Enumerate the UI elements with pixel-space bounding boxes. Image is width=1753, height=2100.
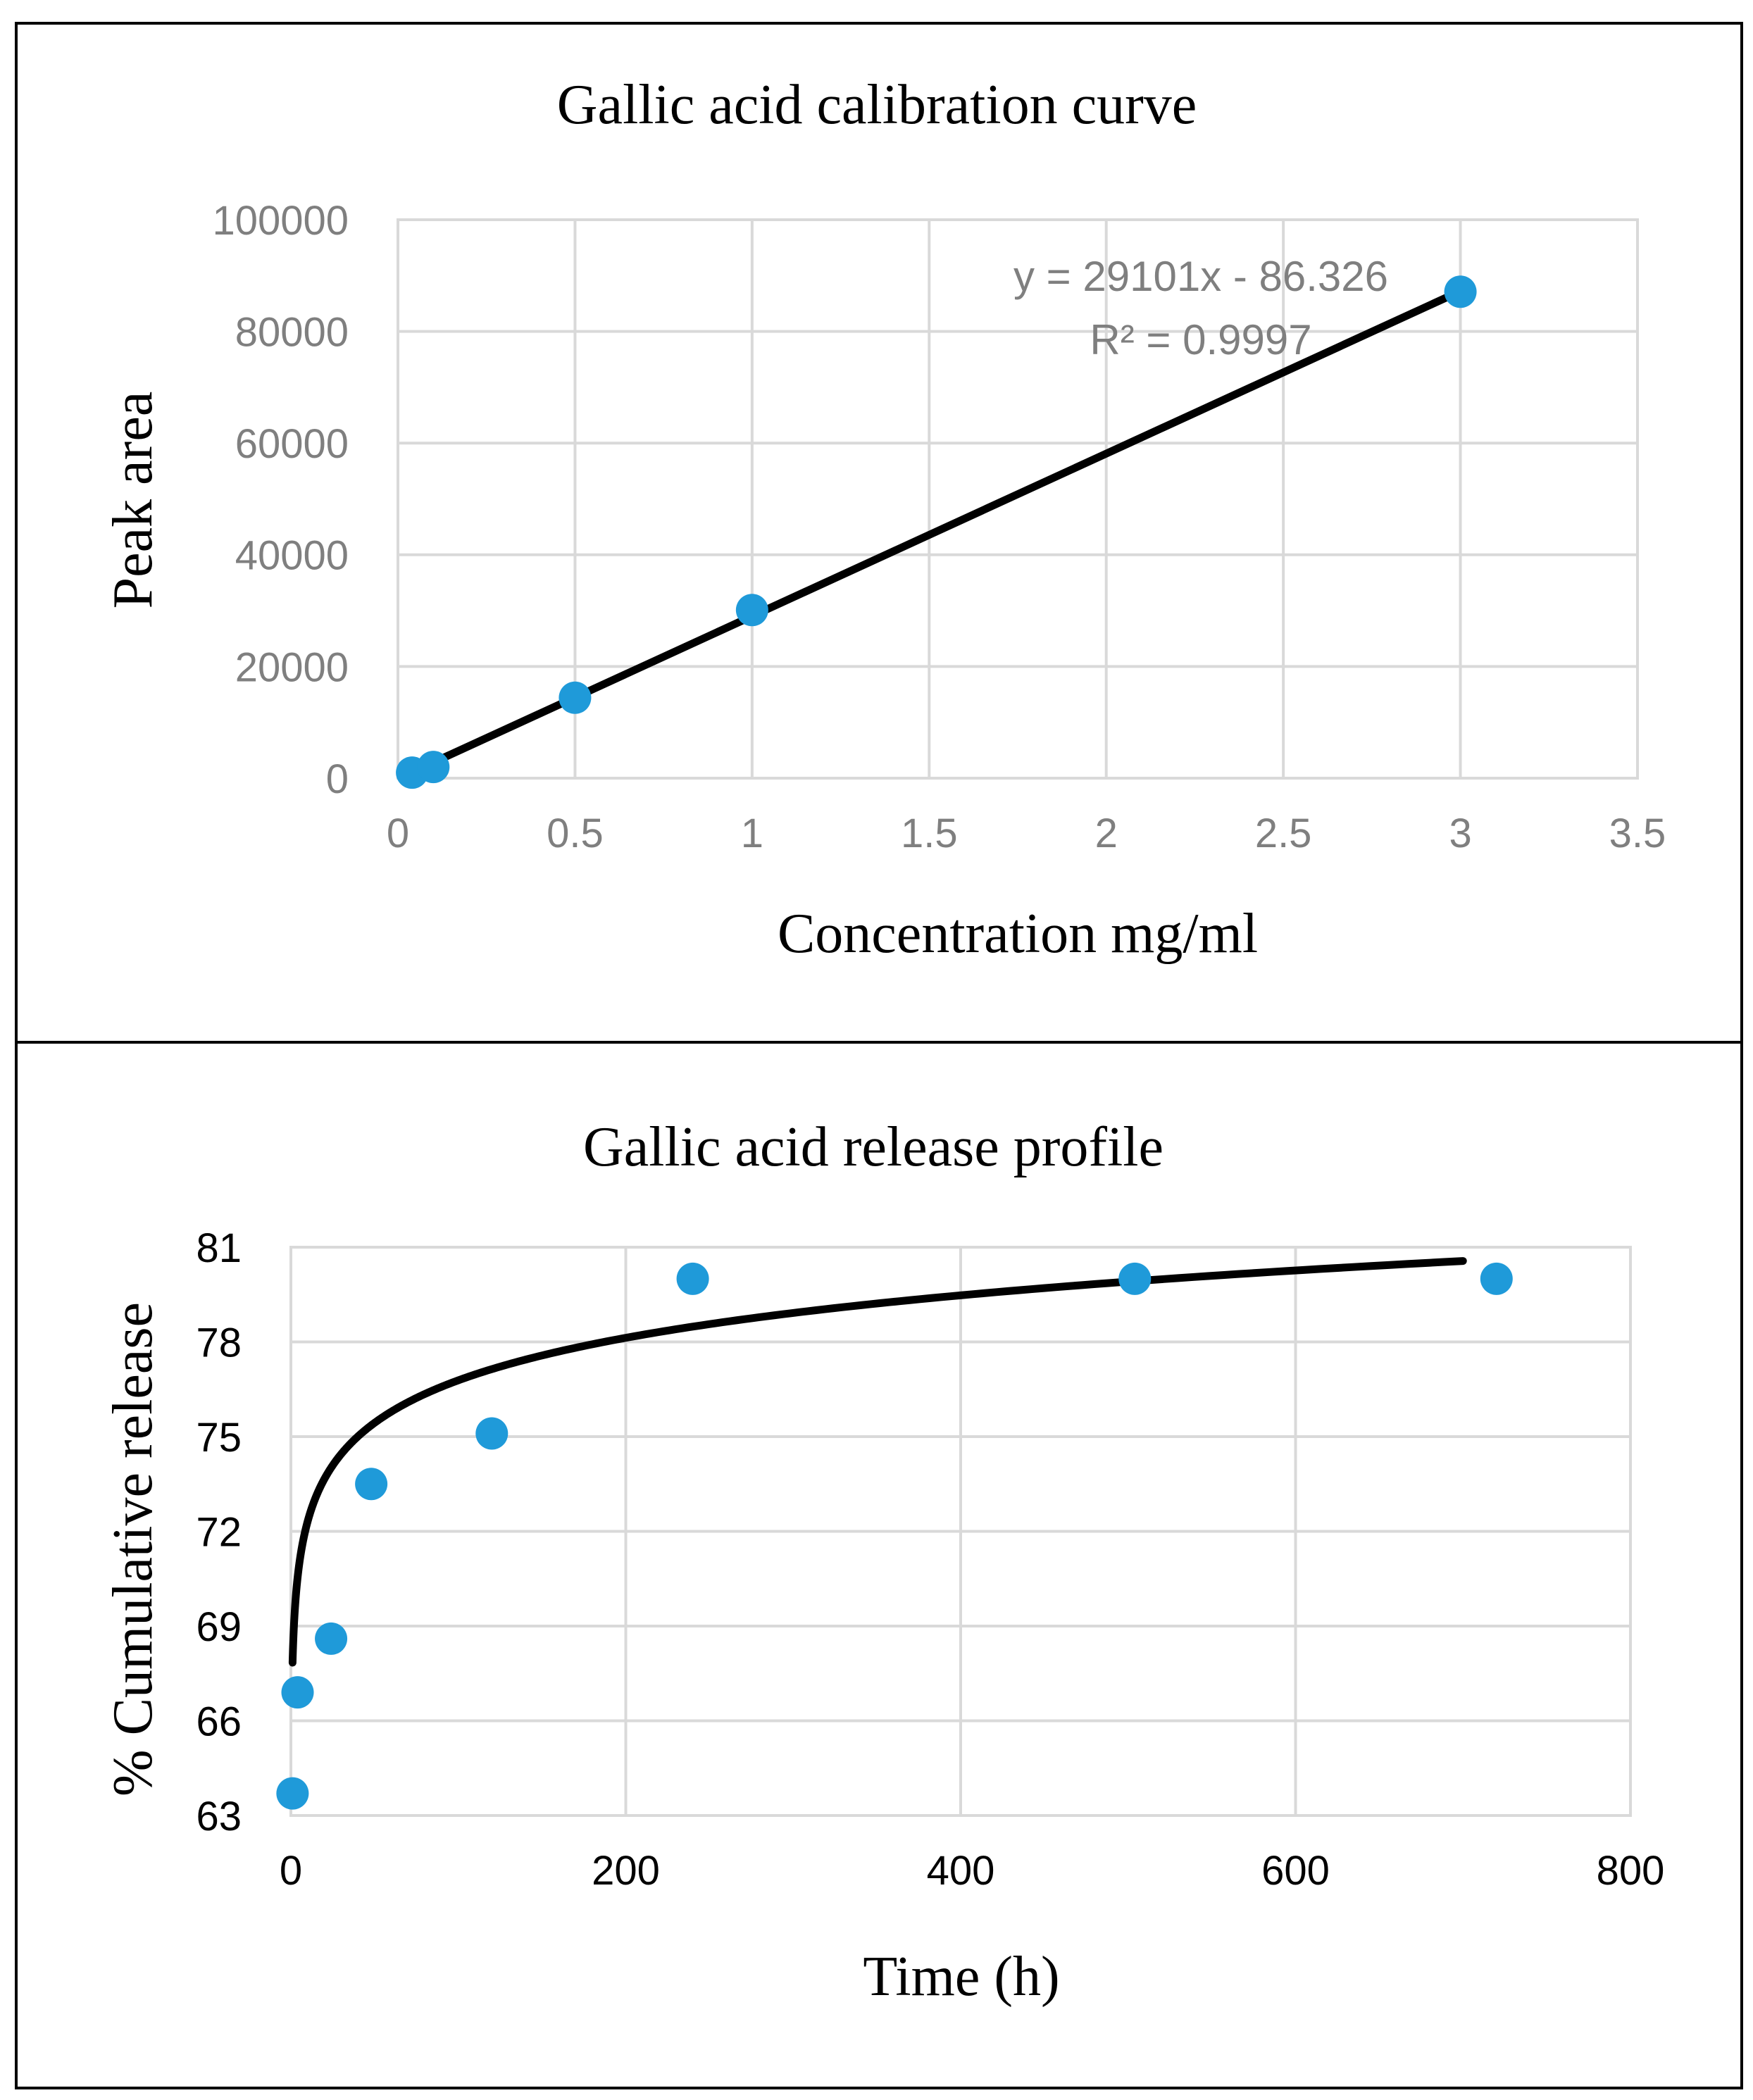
release-y-tick-label: 69 bbox=[196, 1604, 242, 1650]
release-data-points bbox=[276, 1262, 1513, 1810]
calibration-x-tick-label: 3 bbox=[1449, 811, 1471, 856]
release-data-point bbox=[1118, 1262, 1152, 1295]
calibration-data-points bbox=[396, 275, 1477, 789]
release-y-tick-label: 63 bbox=[196, 1794, 242, 1839]
release-y-tick-label: 72 bbox=[196, 1509, 242, 1555]
calibration-x-tick-label: 2.5 bbox=[1255, 811, 1312, 856]
calibration-x-tick-labels: 0 0.5 1 1.5 2 2.5 3 3.5 bbox=[387, 811, 1666, 856]
calibration-y-tick-label: 40000 bbox=[235, 533, 349, 579]
calibration-data-point bbox=[1444, 275, 1477, 308]
release-data-point bbox=[1480, 1262, 1513, 1295]
release-x-tick-label: 400 bbox=[927, 1848, 995, 1894]
release-x-tick-label: 200 bbox=[592, 1848, 660, 1894]
release-y-tick-label: 78 bbox=[196, 1320, 242, 1365]
calibration-y-tick-label: 0 bbox=[326, 756, 349, 802]
release-x-tick-labels: 0 200 400 600 800 bbox=[280, 1848, 1665, 1894]
release-x-tick-label: 600 bbox=[1261, 1848, 1330, 1894]
release-y-tick-label: 75 bbox=[196, 1415, 242, 1461]
release-y-tick-labels: 63 66 69 72 75 78 81 bbox=[196, 1225, 242, 1839]
calibration-r-squared-label: R² = 0.9997 bbox=[1090, 316, 1311, 363]
calibration-x-tick-label: 1 bbox=[741, 811, 763, 856]
calibration-y-tick-labels: 0 20000 40000 60000 80000 100000 bbox=[212, 198, 349, 802]
calibration-x-tick-label: 1.5 bbox=[901, 811, 958, 856]
release-y-tick-label: 81 bbox=[196, 1225, 242, 1271]
release-data-point bbox=[475, 1417, 509, 1450]
calibration-y-tick-label: 80000 bbox=[235, 309, 349, 355]
release-data-point bbox=[676, 1262, 709, 1295]
calibration-chart-title: Gallic acid calibration curve bbox=[557, 74, 1197, 136]
calibration-gridlines bbox=[397, 218, 1639, 780]
release-gridlines bbox=[289, 1246, 1632, 1817]
release-data-point bbox=[315, 1622, 348, 1655]
calibration-x-tick-label: 0.5 bbox=[547, 811, 604, 856]
release-data-point bbox=[355, 1468, 388, 1501]
calibration-y-tick-label: 60000 bbox=[235, 421, 349, 467]
calibration-data-point bbox=[559, 681, 592, 714]
calibration-x-tick-label: 0 bbox=[387, 811, 409, 856]
release-x-tick-label: 800 bbox=[1597, 1848, 1665, 1894]
release-chart-panel: Gallic acid release profile 63 66 69 72 75 78… bbox=[15, 1041, 1743, 2089]
calibration-x-tick-label: 2 bbox=[1095, 811, 1118, 856]
calibration-chart-panel: Gallic acid calibration curve 0 20000 4000… bbox=[15, 22, 1743, 1044]
release-y-tick-label: 66 bbox=[196, 1699, 242, 1744]
release-trendline bbox=[288, 1257, 1467, 1667]
calibration-y-tick-label: 20000 bbox=[235, 644, 349, 690]
calibration-x-axis-label: Concentration mg/ml bbox=[778, 903, 1258, 965]
release-x-axis-label: Time (h) bbox=[863, 1946, 1059, 2008]
calibration-y-tick-label: 100000 bbox=[212, 198, 349, 244]
release-panel-border bbox=[15, 1041, 1743, 2089]
release-data-point bbox=[276, 1777, 309, 1810]
calibration-data-point bbox=[417, 751, 450, 784]
calibration-equation-label: y = 29101x - 86.326 bbox=[1013, 253, 1388, 300]
calibration-x-tick-label: 3.5 bbox=[1609, 811, 1666, 856]
release-chart-title: Gallic acid release profile bbox=[583, 1116, 1164, 1178]
calibration-y-axis-label: Peak area bbox=[102, 392, 164, 609]
calibration-data-point bbox=[735, 594, 768, 627]
release-x-tick-label: 0 bbox=[280, 1848, 302, 1894]
release-y-axis-label: % Cumulative release bbox=[102, 1302, 164, 1796]
release-data-point bbox=[281, 1676, 314, 1709]
